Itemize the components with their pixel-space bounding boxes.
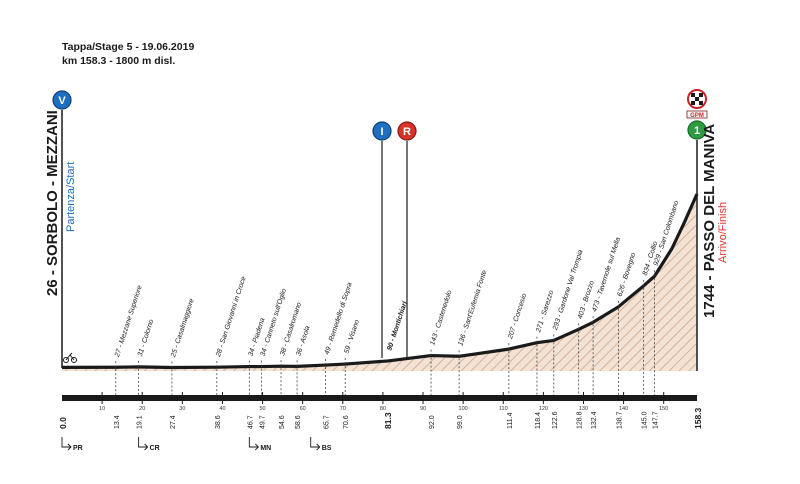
location-name: 25 - Casalmaggiore	[170, 298, 196, 359]
location-km: 128.8	[577, 411, 584, 429]
stage-notes-group: PR CR MN BS	[61, 437, 332, 452]
border-label: BS	[322, 445, 332, 452]
location-km: 118.4	[535, 412, 542, 429]
location-name: 28 - San Giovanni in Croce	[215, 276, 248, 359]
finish-block: GPM 1 1744 - PASSO DEL MANIVA Arrivo/Fin…	[686, 89, 729, 318]
refreshment-icon	[397, 121, 417, 141]
location-km: 92.0	[429, 415, 436, 429]
start-icon	[52, 90, 72, 110]
intermediate-sprint-icon	[372, 121, 392, 141]
stage-distance: km 158.3 - 1800 m disl.	[62, 55, 176, 67]
km-tick-label: 130	[579, 406, 588, 412]
marker-intermediate: I	[372, 121, 392, 358]
km-labels-group: 13.4 19.1 27.4 38.6 46.7 49.7 54.6 58.6 65.7 70.6…	[58, 407, 703, 429]
location-km: 54.6	[279, 415, 286, 429]
bike-icon-wheel-back	[63, 357, 69, 363]
location-km: 81.3	[383, 412, 393, 429]
km-tick-label: 50	[260, 406, 266, 412]
km-tick-label: 30	[179, 406, 185, 412]
km-tick-label: 90	[420, 406, 426, 412]
location-name: 143 - Castenedolo	[429, 290, 453, 347]
location-lines-group	[115, 270, 655, 397]
location-km: 70.6	[343, 415, 350, 429]
location-km: 122.6	[552, 411, 559, 429]
distance-axis-group: 10 20 30 40 50 60 70 80 90 100 110 120 130 140 150	[62, 392, 697, 412]
marker-refreshment: R	[397, 121, 417, 357]
intermediate-sprint-letter: I	[380, 126, 383, 138]
start-block: V 26 - SORBOLO - MEZZANI Partenza/Start	[44, 90, 77, 368]
border-label: CR	[150, 445, 160, 452]
start-icon-letter: V	[58, 95, 66, 107]
bike-icon-wheel-front	[71, 357, 77, 363]
location-km: 46.7	[247, 415, 254, 429]
border-arrow-icon	[248, 437, 259, 451]
location-name: 31 - Colorno	[137, 319, 156, 358]
location-name: 403 - Brozzo	[577, 280, 596, 320]
stage-header: Tappa/Stage 5 - 19.06.2019 km 158.3 - 18…	[62, 40, 194, 68]
km-tick-label: 20	[139, 406, 145, 412]
finish-name: 1744 - PASSO DEL MANIVA	[701, 124, 718, 318]
distance-axis	[62, 395, 697, 401]
border-arrow-icon	[61, 437, 72, 451]
location-km: 13.4	[114, 415, 121, 429]
km-tick-label: 60	[300, 406, 306, 412]
location-km: 132.4	[591, 411, 598, 429]
finish-checker-pattern	[691, 93, 703, 105]
border-arrow-icon	[310, 437, 321, 451]
km-tick-label: 100	[459, 406, 468, 412]
bike-icon-frame	[65, 352, 75, 361]
end-km-label: 158.3	[693, 407, 703, 429]
location-km: 65.7	[324, 415, 331, 429]
stage-title: Tappa/Stage 5 - 19.06.2019	[62, 41, 195, 53]
location-km: 49.7	[259, 415, 266, 429]
start-name: 26 - SORBOLO - MEZZANI	[44, 110, 61, 296]
km-tick-label: 40	[219, 406, 225, 412]
gpm-category-number: 1	[694, 125, 700, 137]
km-tick-label: 120	[539, 406, 548, 412]
location-km: 99.0	[457, 415, 464, 429]
location-name: 473 - Tavernole sul Mella	[591, 236, 622, 312]
location-km: 19.1	[137, 415, 144, 429]
gpm-badge	[686, 110, 708, 119]
profile-area	[62, 194, 697, 371]
location-name: 207 - Concesio	[507, 293, 529, 341]
finish-label: Arrivo/Finish	[717, 202, 729, 263]
location-name: 90 - Montichiari	[386, 300, 409, 352]
location-km: 145.0	[642, 411, 649, 429]
location-km: 111.4	[507, 412, 514, 429]
location-km: 58.6	[295, 415, 302, 429]
location-name: 136 - Sant'Eufemia Fonte	[457, 269, 488, 347]
location-km: 38.6	[215, 415, 222, 429]
km-tick-label: 150	[659, 406, 668, 412]
location-km: 138.7	[616, 411, 623, 429]
km-tick-label: 80	[380, 406, 386, 412]
km-tick-label: 110	[499, 406, 508, 412]
location-name: 36 - Asola	[295, 325, 311, 357]
gpm-badge-text: GPM	[690, 113, 704, 119]
gpm-category-icon	[687, 120, 707, 140]
km-tick-label: 140	[619, 406, 628, 412]
border-label: PR	[73, 445, 83, 452]
refreshment-letter: R	[403, 126, 411, 138]
location-km: 147.7	[652, 411, 659, 429]
location-name: 59 - Visano	[343, 319, 361, 355]
location-km: 27.4	[170, 415, 177, 429]
start-label: Partenza/Start	[65, 162, 77, 232]
km-tick-label: 10	[99, 406, 105, 412]
location-name: 626 - Bovegno	[617, 252, 638, 298]
border-label: MN	[260, 445, 271, 452]
km-tick-label: 70	[340, 406, 346, 412]
border-arrow-icon	[138, 437, 149, 451]
end-km-label: 0.0	[58, 417, 68, 429]
